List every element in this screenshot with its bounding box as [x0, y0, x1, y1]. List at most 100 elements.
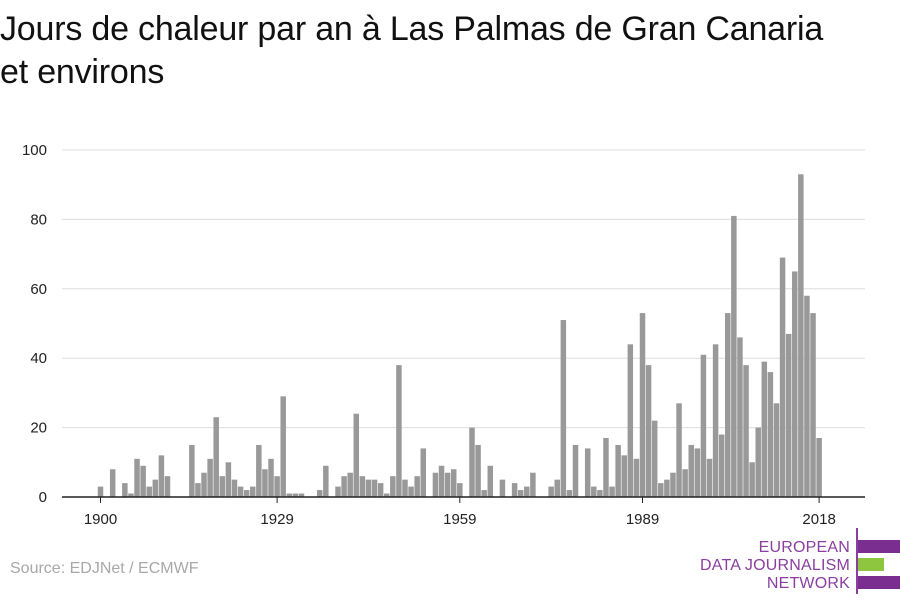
- x-tick-label: 1989: [626, 511, 659, 528]
- bar: [286, 493, 293, 497]
- bar: [749, 462, 755, 497]
- bar: [335, 486, 341, 497]
- bar: [450, 469, 457, 497]
- bar: [420, 448, 427, 497]
- logo-bar-top: [858, 540, 900, 553]
- y-tick-label: 80: [30, 211, 47, 228]
- bar: [195, 483, 201, 497]
- bar: [798, 174, 804, 498]
- bar: [231, 479, 238, 497]
- bar: [371, 479, 378, 497]
- y-tick-label: 0: [39, 489, 47, 506]
- bar: [511, 483, 518, 497]
- bar: [584, 448, 591, 497]
- bar: [140, 465, 146, 497]
- bar: [712, 344, 719, 497]
- bar: [292, 493, 299, 497]
- bar: [664, 479, 670, 497]
- bar: [225, 462, 232, 497]
- edjnet-logo: EUROPEAN DATA JOURNALISM NETWORK: [700, 528, 900, 594]
- bar: [651, 420, 658, 497]
- bar: [268, 458, 274, 497]
- bar: [341, 476, 347, 497]
- bar: [688, 444, 694, 497]
- bar: [706, 458, 713, 497]
- bar: [633, 458, 640, 497]
- bar: [517, 490, 524, 497]
- bar: [481, 490, 487, 497]
- chart-title-line2: et environs: [0, 53, 165, 91]
- bar: [377, 483, 384, 497]
- bar: [676, 403, 682, 497]
- bar: [591, 486, 597, 497]
- bar: [353, 413, 360, 497]
- bar: [816, 438, 822, 497]
- source-note: Source: EDJNet / ECMWF: [10, 560, 199, 577]
- bar: [152, 479, 159, 497]
- bar: [323, 465, 329, 497]
- bar: [213, 417, 219, 497]
- logo-bar-bottom: [858, 576, 900, 589]
- bar: [554, 479, 560, 497]
- bar: [548, 486, 554, 497]
- bar: [256, 444, 262, 497]
- bar: [219, 476, 226, 497]
- bar: [767, 372, 774, 497]
- bar: [597, 490, 603, 497]
- bar: [761, 361, 768, 497]
- bar: [670, 472, 676, 497]
- bar: [457, 483, 463, 497]
- bar: [499, 479, 506, 497]
- bar: [804, 295, 810, 497]
- y-tick-label: 40: [30, 350, 47, 367]
- y-tick-label: 100: [22, 142, 47, 159]
- x-tick-label: 2018: [802, 511, 835, 528]
- bar: [469, 427, 475, 497]
- bar: [414, 476, 420, 497]
- chart-title-line1: Jours de chaleur par an à Las Palmas de …: [0, 10, 824, 48]
- bar: [785, 333, 792, 497]
- bar: [609, 486, 615, 497]
- logo-bar-middle: [858, 558, 884, 571]
- x-tick-label: 1900: [84, 511, 117, 528]
- bar: [572, 444, 579, 497]
- bar: [658, 483, 664, 497]
- bar: [158, 455, 165, 497]
- bar: [146, 486, 152, 497]
- bar: [274, 476, 280, 497]
- bar: [475, 444, 481, 497]
- bar: [243, 490, 250, 497]
- bar: [359, 476, 366, 497]
- bar: [408, 486, 414, 497]
- bar: [627, 344, 634, 497]
- bar: [530, 472, 536, 497]
- logo-divider: [856, 528, 858, 594]
- bar: [122, 483, 128, 497]
- bar: [237, 486, 244, 497]
- chart-title: Jours de chaleur par an à Las Palmas de …: [0, 8, 900, 94]
- bar: [621, 455, 627, 497]
- bar: [639, 313, 646, 497]
- logo-text-line2: DATA JOURNALISM: [700, 557, 850, 574]
- bar: [97, 486, 104, 497]
- bar: [603, 438, 609, 497]
- bar: [731, 215, 737, 497]
- bar: [645, 365, 652, 497]
- bar: [444, 472, 451, 497]
- y-tick-label: 60: [30, 281, 47, 298]
- y-tick-label: 20: [30, 420, 47, 437]
- bar: [207, 458, 213, 497]
- bar: [402, 479, 408, 497]
- bar: [390, 476, 396, 497]
- bar: [682, 469, 688, 497]
- bar: [755, 427, 761, 497]
- bar: [396, 365, 402, 497]
- bar: [700, 354, 707, 497]
- bar: [347, 472, 353, 497]
- bar: [615, 444, 621, 497]
- bar: [560, 320, 567, 497]
- bar: [189, 444, 195, 497]
- bar: [566, 490, 573, 497]
- x-tick-label: 1929: [260, 511, 293, 528]
